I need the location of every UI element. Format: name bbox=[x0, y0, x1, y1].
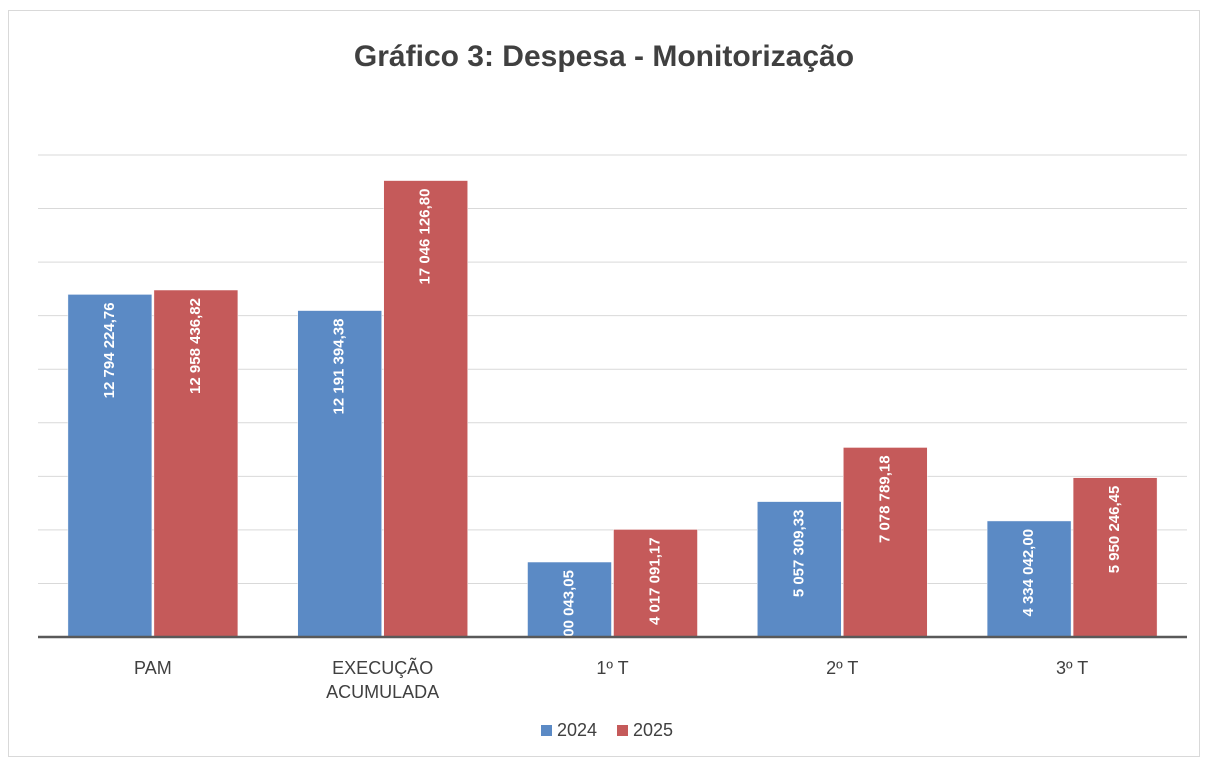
x-tick-label: PAM bbox=[134, 658, 172, 678]
legend-item: 2025 bbox=[617, 720, 673, 741]
legend-label: 2025 bbox=[633, 720, 674, 740]
data-label: 5 057 309,33 bbox=[790, 510, 807, 598]
data-label: 7 078 789,18 bbox=[876, 455, 893, 543]
data-label: 4 017 091,17 bbox=[646, 537, 663, 625]
data-label: 12 794 224,76 bbox=[101, 302, 118, 398]
bar bbox=[297, 310, 382, 638]
legend-swatch bbox=[617, 725, 628, 736]
x-tick-label: 1º T bbox=[596, 658, 629, 678]
x-tick-label: EXECUÇÃO ACUMULADA bbox=[326, 658, 440, 702]
data-label: 5 950 246,45 bbox=[1106, 486, 1123, 574]
legend-item: 2024 bbox=[541, 720, 597, 741]
data-label: 4 334 042,00 bbox=[1020, 529, 1037, 617]
bar bbox=[843, 447, 928, 638]
bar bbox=[986, 520, 1072, 638]
x-tick-label: 3º T bbox=[1055, 658, 1089, 678]
bar bbox=[67, 294, 153, 638]
bar bbox=[153, 289, 239, 638]
bar bbox=[1072, 477, 1158, 638]
legend-swatch bbox=[541, 725, 552, 736]
bar bbox=[383, 180, 468, 638]
data-label: 12 958 436,82 bbox=[187, 298, 204, 394]
data-label: 12 191 394,38 bbox=[331, 319, 348, 415]
chart-title: Gráfico 3: Despesa - Monitorização bbox=[354, 40, 854, 73]
data-label: 2 800 043,05 bbox=[560, 570, 577, 658]
x-tick-label: 2º T bbox=[826, 658, 859, 678]
bar bbox=[613, 529, 698, 638]
legend-label: 2024 bbox=[557, 720, 598, 740]
data-label: 17 046 126,80 bbox=[417, 189, 434, 285]
